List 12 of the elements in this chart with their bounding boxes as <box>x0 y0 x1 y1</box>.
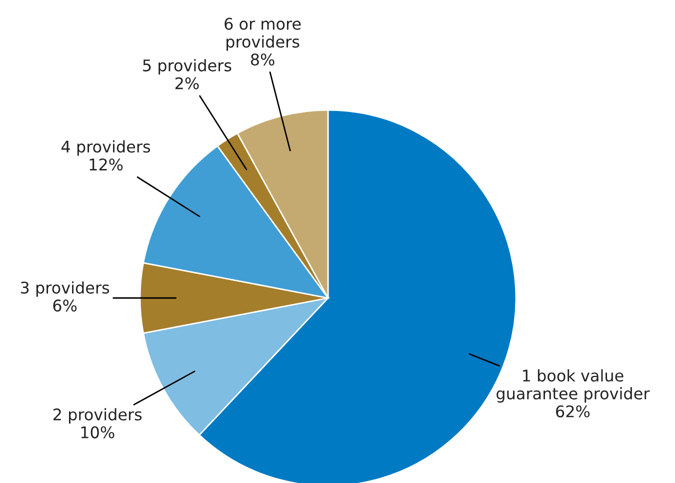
slice-label: 2 providers <box>53 408 142 424</box>
data-label: 12% <box>90 158 123 171</box>
data-label: 8% <box>250 54 274 66</box>
slice-label: 5 providers <box>143 59 232 75</box>
slice-label: 1 book value guarantee provider <box>496 369 650 403</box>
data-label: 2% <box>175 77 199 90</box>
data-label: 10% <box>81 426 114 438</box>
slice-label: 6 or more providers <box>224 18 301 51</box>
data-label: 62% <box>556 405 590 418</box>
data-label: 6% <box>53 299 77 312</box>
slice-label: 3 providers <box>20 281 110 297</box>
slice-label: 4 providers <box>62 140 150 156</box>
